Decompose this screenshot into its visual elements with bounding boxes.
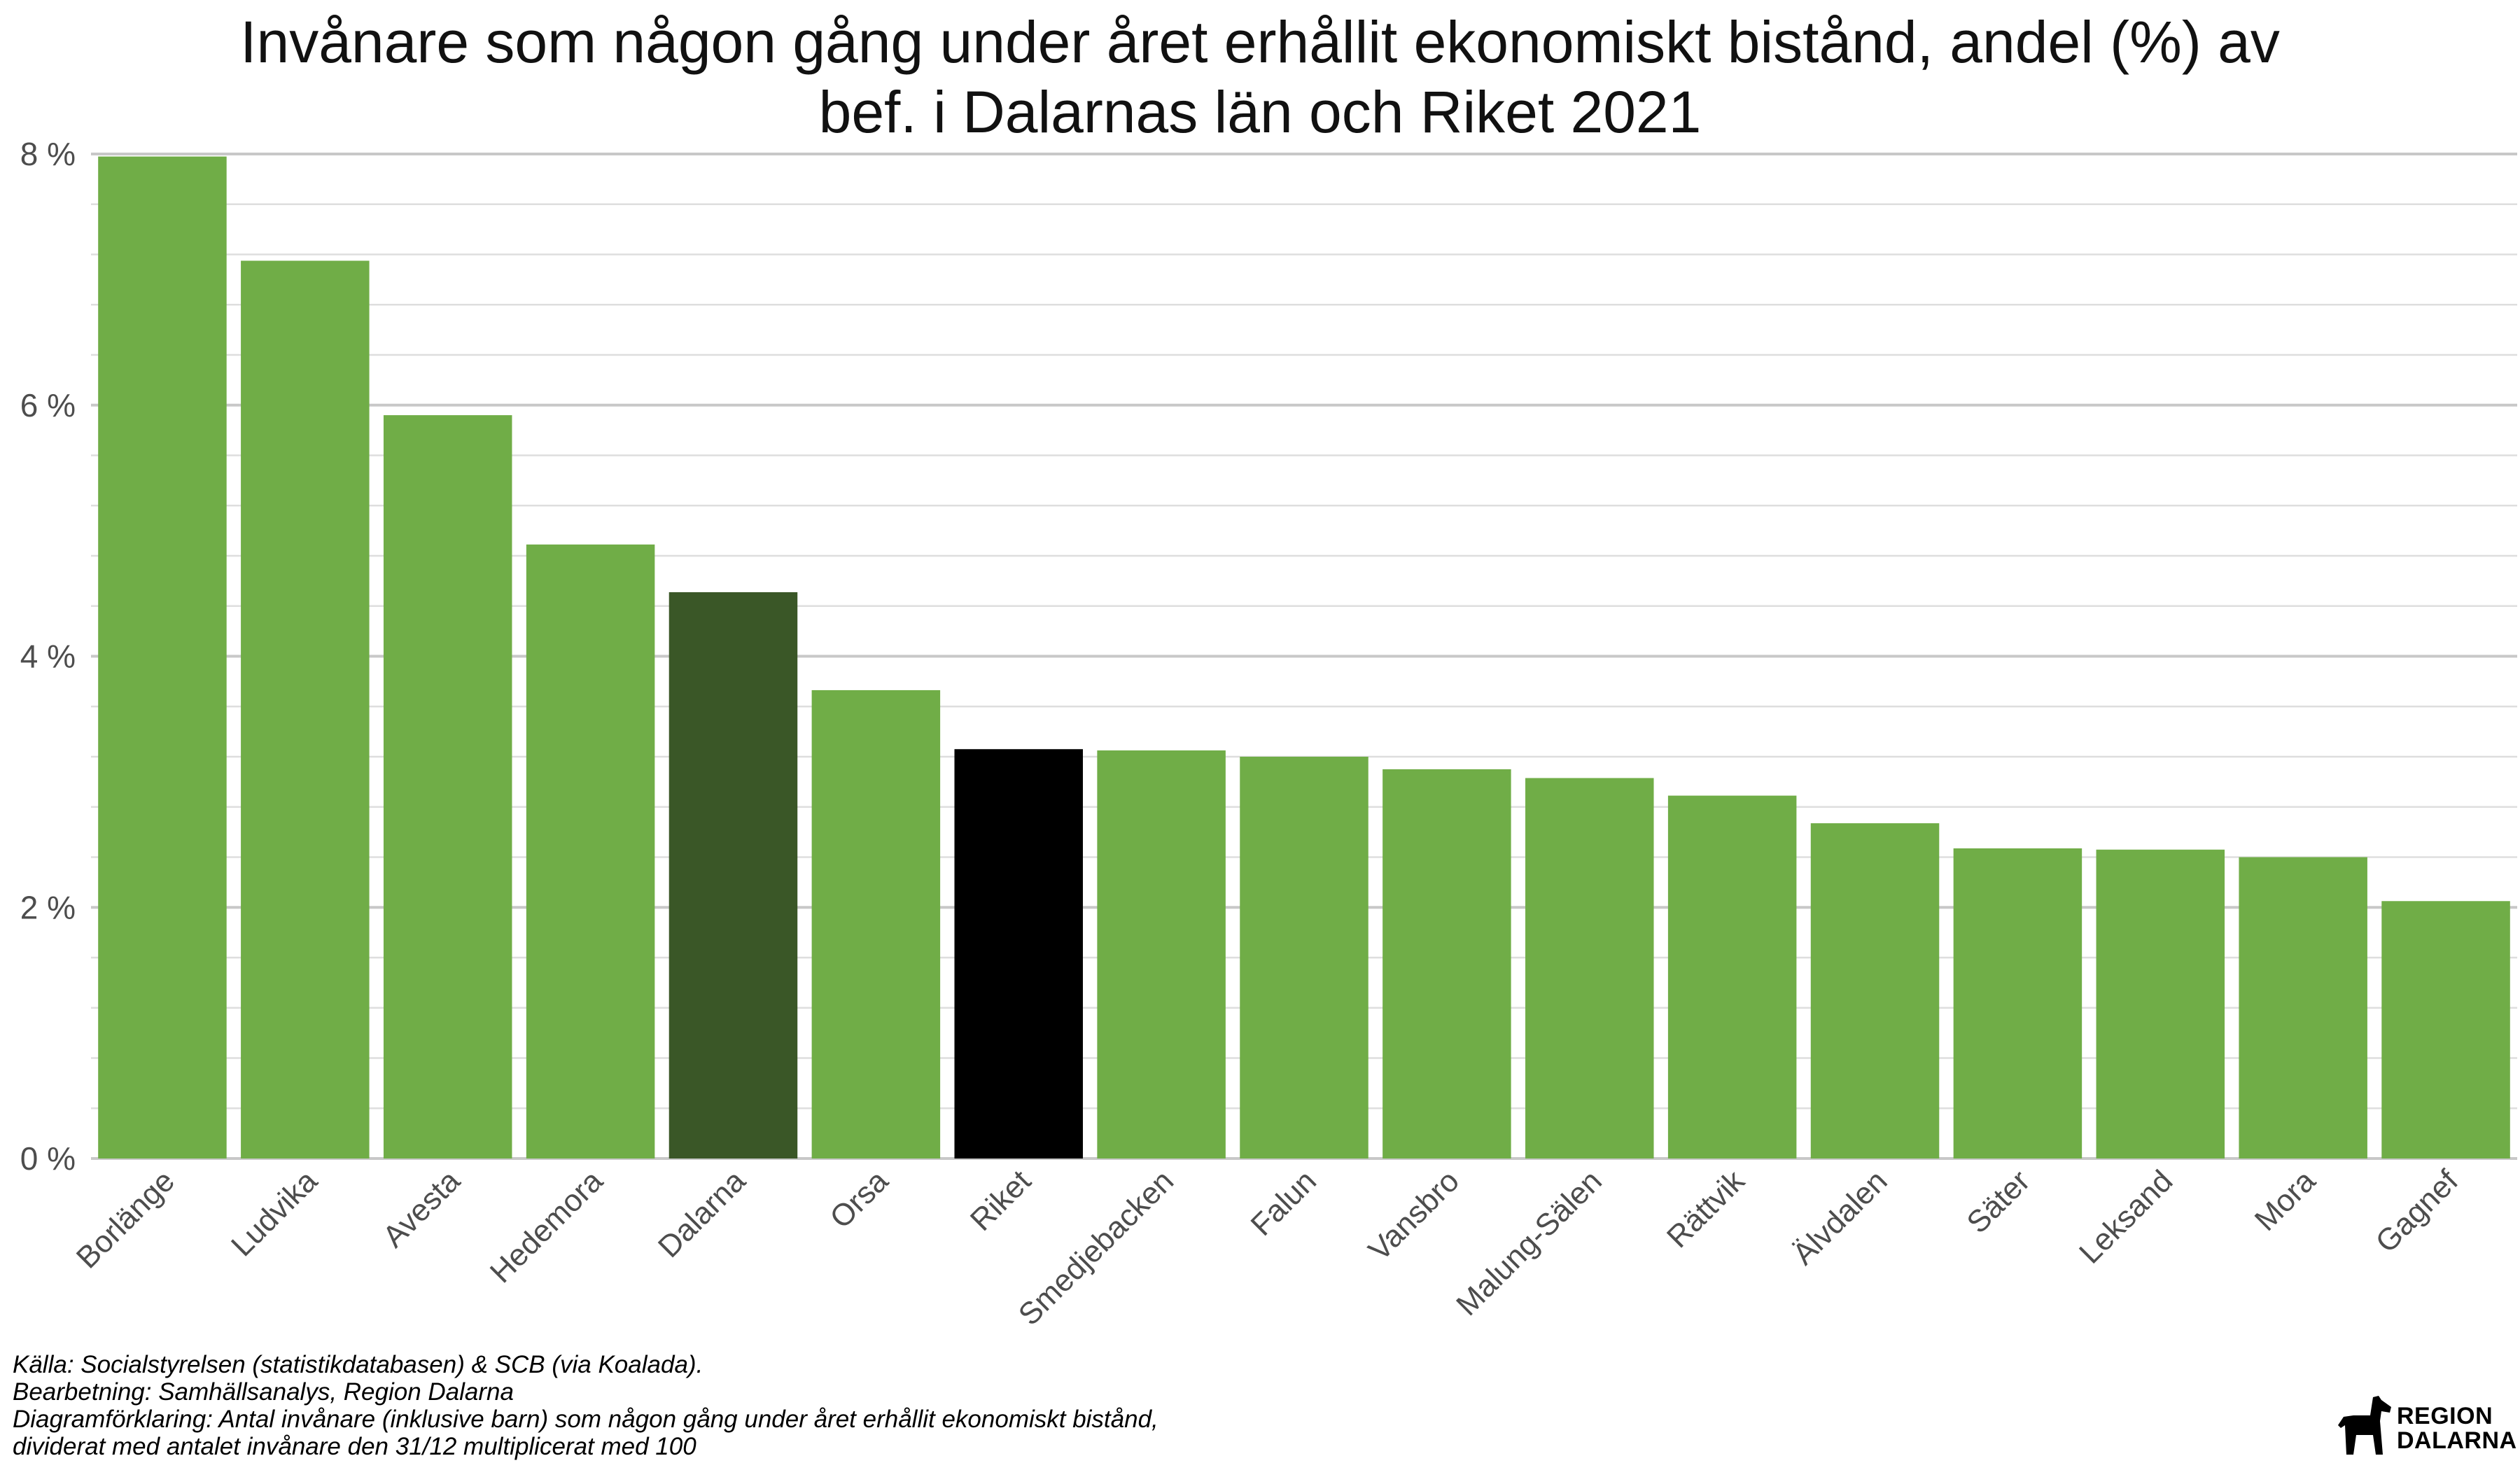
bar-borlänge xyxy=(98,156,227,1158)
source-note: Källa: Socialstyrelsen (statistikdatabas… xyxy=(13,1351,704,1378)
dala-horse-icon xyxy=(2338,1396,2391,1455)
definition-note-line-2: dividerat med antalet invånare den 31/12… xyxy=(13,1433,696,1460)
x-tick-label: Dalarna xyxy=(652,1163,752,1264)
bars xyxy=(98,156,2510,1158)
processing-note: Bearbetning: Samhällsanalys, Region Dala… xyxy=(13,1378,514,1406)
y-tick-label: 6 % xyxy=(20,387,76,424)
y-tick-label: 0 % xyxy=(20,1140,76,1177)
x-tick-label: Mora xyxy=(2248,1163,2323,1238)
x-tick-label: Hedemora xyxy=(484,1163,610,1289)
x-tick-label: Rättvik xyxy=(1660,1163,1751,1254)
x-tick-label: Orsa xyxy=(823,1163,895,1235)
bar-säter xyxy=(1953,848,2082,1158)
bar-avesta xyxy=(383,415,512,1158)
x-axis-tick-labels: Borlänge Ludvika Avesta Hedemora Dalarna Orsa… xyxy=(70,1163,2465,1332)
y-tick-label: 8 % xyxy=(20,136,76,172)
bar-riket xyxy=(954,749,1083,1158)
y-tick-label: 4 % xyxy=(20,638,76,675)
x-tick-label: Leksand xyxy=(2073,1163,2179,1270)
x-tick-label: Älvdalen xyxy=(1786,1163,1894,1271)
x-tick-label: Ludvika xyxy=(225,1163,324,1263)
bar-rättvik xyxy=(1667,795,1797,1158)
bar-falun xyxy=(1240,757,1368,1158)
x-tick-label: Smedjebacken xyxy=(1012,1163,1180,1331)
logo-line-1: REGION xyxy=(2397,1403,2493,1429)
definition-note-line-1: Diagramförklaring: Antal invånare (inklu… xyxy=(13,1406,1158,1433)
bar-mora xyxy=(2239,857,2367,1158)
chart-title: Invånare som någon gång under året erhål… xyxy=(0,7,2520,147)
chart-title-line-1: Invånare som någon gång under året erhål… xyxy=(240,9,2280,75)
bar-orsa xyxy=(811,690,941,1158)
bar-malung-sälen xyxy=(1525,778,1654,1158)
bar-leksand xyxy=(2096,849,2225,1158)
chart-title-line-2: bef. i Dalarnas län och Riket 2021 xyxy=(818,79,1702,145)
x-tick-label: Vansbro xyxy=(1362,1163,1466,1267)
y-tick-label: 2 % xyxy=(20,889,76,925)
chart-footer: Källa: Socialstyrelsen (statistikdatabas… xyxy=(13,1351,1158,1460)
bar-gagnef xyxy=(2381,901,2510,1158)
y-axis-tick-labels: 0 % 2 % 4 % 6 % 8 % xyxy=(20,136,76,1177)
x-tick-label: Malung-Sälen xyxy=(1450,1163,1609,1322)
bar-ludvika xyxy=(241,260,370,1158)
bar-vansbro xyxy=(1382,769,1511,1158)
x-tick-label: Falun xyxy=(1245,1163,1323,1242)
x-tick-label: Riket xyxy=(964,1163,1038,1238)
x-tick-label: Gagnef xyxy=(2369,1163,2465,1259)
x-tick-label: Säter xyxy=(1960,1163,2036,1240)
region-dalarna-logo: REGION DALARNA xyxy=(2338,1393,2516,1460)
x-tick-label: Avesta xyxy=(377,1163,468,1254)
logo-line-2: DALARNA xyxy=(2397,1427,2517,1454)
bar-dalarna xyxy=(668,592,798,1158)
bar-hedemora xyxy=(526,544,655,1158)
bar-älvdalen xyxy=(1810,823,1940,1158)
logo-wordmark: REGION DALARNA xyxy=(2397,1404,2517,1453)
bar-smedjebacken xyxy=(1097,750,1226,1158)
x-tick-label: Borlänge xyxy=(70,1163,181,1275)
